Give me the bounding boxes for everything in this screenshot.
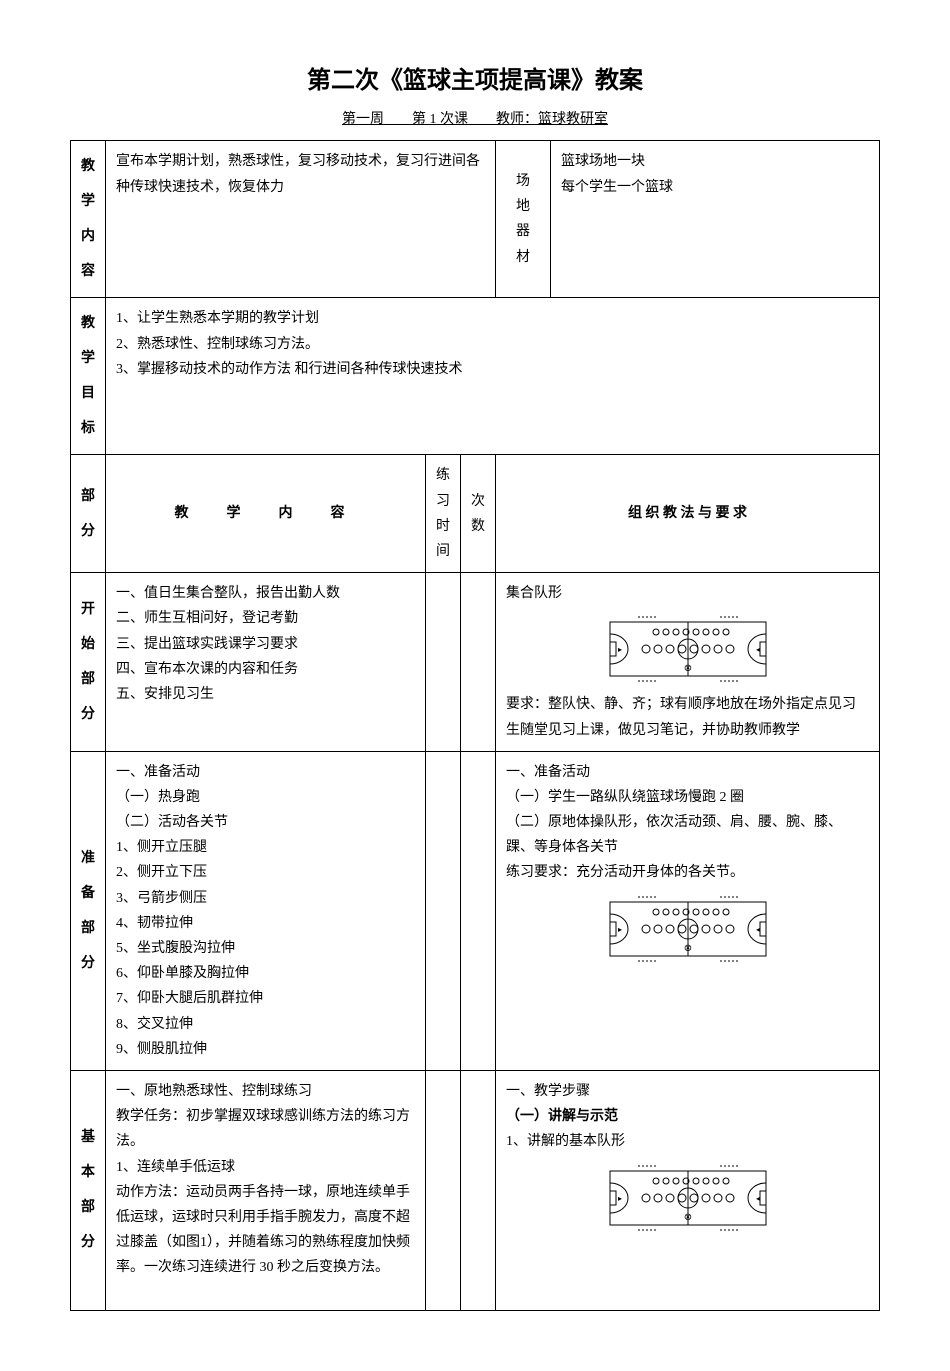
prep-count: [461, 751, 496, 1070]
base-r3: 1、讲解的基本队形: [506, 1129, 869, 1154]
start-l2: 二、师生互相问好，登记考勤: [116, 606, 415, 631]
base-time: [426, 1070, 461, 1310]
start-r1: 集合队形: [506, 581, 869, 606]
venue-equip-value: 篮球场地一块 每个学生一个篮球: [551, 141, 880, 298]
prep-l11: 8、交叉拉伸: [116, 1012, 415, 1037]
svg-text:⊗: ⊗: [683, 943, 691, 954]
prep-r3: （二）原地体操队形，依次活动颈、肩、腰、腕、膝、踝、等身体各关节: [506, 810, 869, 860]
base-r2: （一）讲解与示范: [506, 1104, 869, 1129]
svg-text:⊗: ⊗: [683, 663, 691, 674]
base-count: [461, 1070, 496, 1310]
venue-value: 篮球场地一块: [561, 149, 869, 174]
start-content: 一、值日生集合整队，报告出勤人数 二、师生互相问好，登记考勤 三、提出篮球实践课…: [106, 573, 426, 752]
prep-l9: 6、仰卧单膝及胸拉伸: [116, 961, 415, 986]
equip-value: 每个学生一个篮球: [561, 175, 869, 200]
equip-label: 器 材: [506, 219, 540, 269]
base-org: 一、教学步骤 （一）讲解与示范 1、讲解的基本队形: [496, 1070, 880, 1310]
prep-r4: 练习要求：充分活动开身体的各关节。: [506, 860, 869, 885]
svg-text:◂: ◂: [756, 925, 760, 934]
goal-2: 2、熟悉球性、控制球练习方法。: [116, 332, 869, 357]
goal-1: 1、让学生熟悉本学期的教学计划: [116, 306, 869, 331]
base-r1: 一、教学步骤: [506, 1079, 869, 1104]
prep-l10: 7、仰卧大腿后肌群拉伸: [116, 986, 415, 1011]
prep-l2: （一）热身跑: [116, 785, 415, 810]
base-l4: 动作方法：运动员两手各持一球，原地连续单手低运球，运球时只利用手指手腕发力，高度…: [116, 1180, 415, 1281]
svg-text:▸: ▸: [618, 925, 622, 934]
prep-time: [426, 751, 461, 1070]
prep-l7: 4、韧带拉伸: [116, 911, 415, 936]
prep-l6: 3、弓箭步侧压: [116, 886, 415, 911]
header-count: 次数: [461, 455, 496, 573]
prep-r2: （一）学生一路纵队绕篮球场慢跑 2 圈: [506, 785, 869, 810]
header-section: 部分: [71, 455, 106, 573]
base-l3: 1、连续单手低运球: [116, 1155, 415, 1180]
start-l4: 四、宣布本次课的内容和任务: [116, 657, 415, 682]
prep-l5: 2、侧开立下压: [116, 860, 415, 885]
base-l2: 教学任务：初步掌握双球球感训练方法的练习方法。: [116, 1104, 415, 1154]
goals-content: 1、让学生熟悉本学期的教学计划 2、熟悉球性、控制球练习方法。 3、掌握移动技术…: [106, 298, 880, 455]
start-l1: 一、值日生集合整队，报告出勤人数: [116, 581, 415, 606]
svg-text:▸: ▸: [618, 645, 622, 654]
goal-3: 3、掌握移动技术的动作方法 和行进间各种传球快速技术: [116, 357, 869, 382]
venue-label: 场 地: [506, 169, 540, 219]
prep-l3: （二）活动各关节: [116, 810, 415, 835]
start-time: [426, 573, 461, 752]
header-time: 练习时间: [426, 455, 461, 573]
court-diagram-icon: ⊗ ▸ ◂: [608, 614, 768, 684]
court-diagram-icon: ⊗ ▸ ◂: [608, 894, 768, 964]
svg-text:◂: ◂: [756, 645, 760, 654]
prep-l12: 9、侧股肌拉伸: [116, 1037, 415, 1062]
label-teaching-content: 教学内容: [71, 141, 106, 298]
base-content: 一、原地熟悉球性、控制球练习 教学任务：初步掌握双球球感训练方法的练习方法。 1…: [106, 1070, 426, 1310]
prep-l1: 一、准备活动: [116, 760, 415, 785]
venue-equip-label: 场 地 器 材: [496, 141, 551, 298]
teaching-content: 宣布本学期计划，熟悉球性，复习移动技术，复习行进间各种传球快速技术，恢复体力: [106, 141, 496, 298]
base-l1: 一、原地熟悉球性、控制球练习: [116, 1079, 415, 1104]
start-count: [461, 573, 496, 752]
start-org: 集合队形 ⊗ ▸: [496, 573, 880, 752]
start-r2: 要求：整队快、静、齐；球有顺序地放在场外指定点见习生随堂见习上课，做见习笔记，并…: [506, 692, 869, 742]
page-title: 第二次《篮球主项提高课》教案: [70, 60, 880, 103]
prep-l4: 1、侧开立压腿: [116, 835, 415, 860]
label-start: 开始部分: [71, 573, 106, 752]
svg-text:▸: ▸: [618, 1194, 622, 1203]
svg-text:◂: ◂: [756, 1194, 760, 1203]
start-l5: 五、安排见习生: [116, 682, 415, 707]
prep-l8: 5、坐式腹股沟拉伸: [116, 936, 415, 961]
label-base: 基本部分: [71, 1070, 106, 1310]
prep-org: 一、准备活动 （一）学生一路纵队绕篮球场慢跑 2 圈 （二）原地体操队形，依次活…: [496, 751, 880, 1070]
prep-r1: 一、准备活动: [506, 760, 869, 785]
label-prep: 准备部分: [71, 751, 106, 1070]
header-content: 教 学 内 容: [106, 455, 426, 573]
svg-text:⊗: ⊗: [683, 1212, 691, 1223]
prep-content: 一、准备活动 （一）热身跑 （二）活动各关节 1、侧开立压腿 2、侧开立下压 3…: [106, 751, 426, 1070]
label-goals: 教学目标: [71, 298, 106, 455]
court-diagram-icon: ⊗ ▸ ◂: [608, 1163, 768, 1233]
page-subtitle: 第一周 第 1 次课 教师：篮球教研室: [70, 107, 880, 132]
header-org: 组 织 教 法 与 要 求: [496, 455, 880, 573]
start-l3: 三、提出篮球实践课学习要求: [116, 632, 415, 657]
lesson-table: 教学内容 宣布本学期计划，熟悉球性，复习移动技术，复习行进间各种传球快速技术，恢…: [70, 140, 880, 1311]
